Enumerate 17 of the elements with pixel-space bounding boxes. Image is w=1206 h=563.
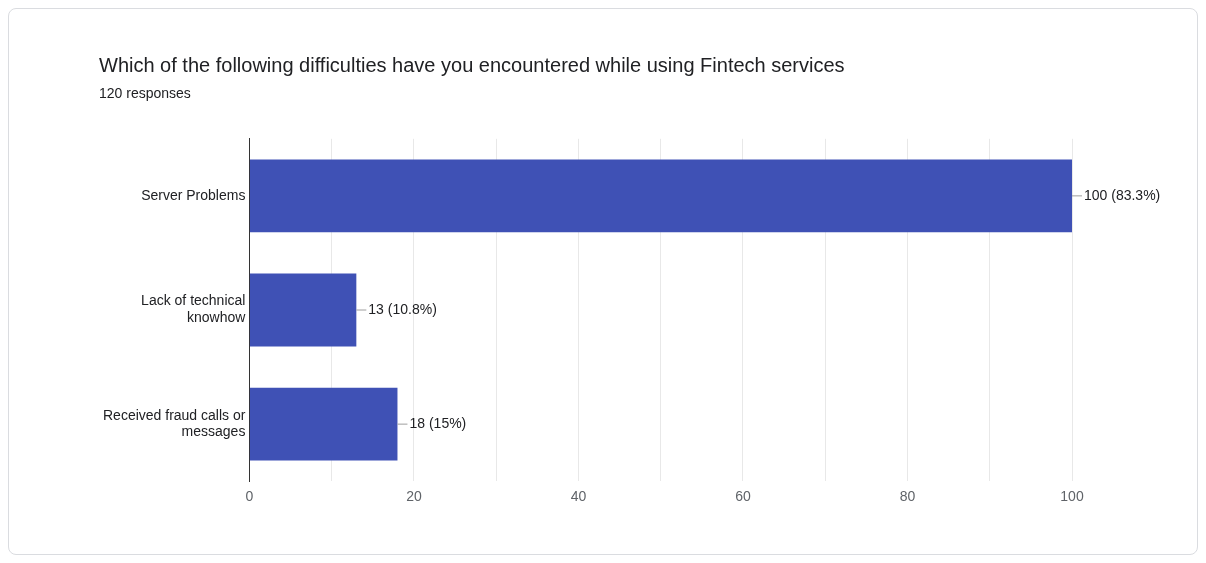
x-tick-label: 40 <box>570 488 587 505</box>
chart-title: Which of the following difficulties have you encountered while using Fintech services <box>99 53 845 76</box>
data-label: 18 (15%) <box>409 414 467 431</box>
y-tick-label: Received fraud calls or messages <box>102 406 246 440</box>
x-tick-label: 100 <box>1060 488 1084 505</box>
bar <box>249 387 398 461</box>
data-label: 13 (10.8%) <box>368 300 437 317</box>
chart-subtitle: 120 responses <box>99 85 191 102</box>
y-tick-label: Lack of technical knowhow <box>141 292 247 326</box>
x-tick-label: 0 <box>245 488 254 505</box>
bar <box>249 159 1072 233</box>
x-tick-label: 80 <box>899 488 916 505</box>
y-tick-label: Server Problems <box>141 186 246 203</box>
data-label: 100 (83.3%) <box>1084 186 1161 203</box>
x-tick-label: 60 <box>735 488 751 505</box>
x-tick-label: 20 <box>406 488 422 505</box>
bar <box>249 273 357 347</box>
